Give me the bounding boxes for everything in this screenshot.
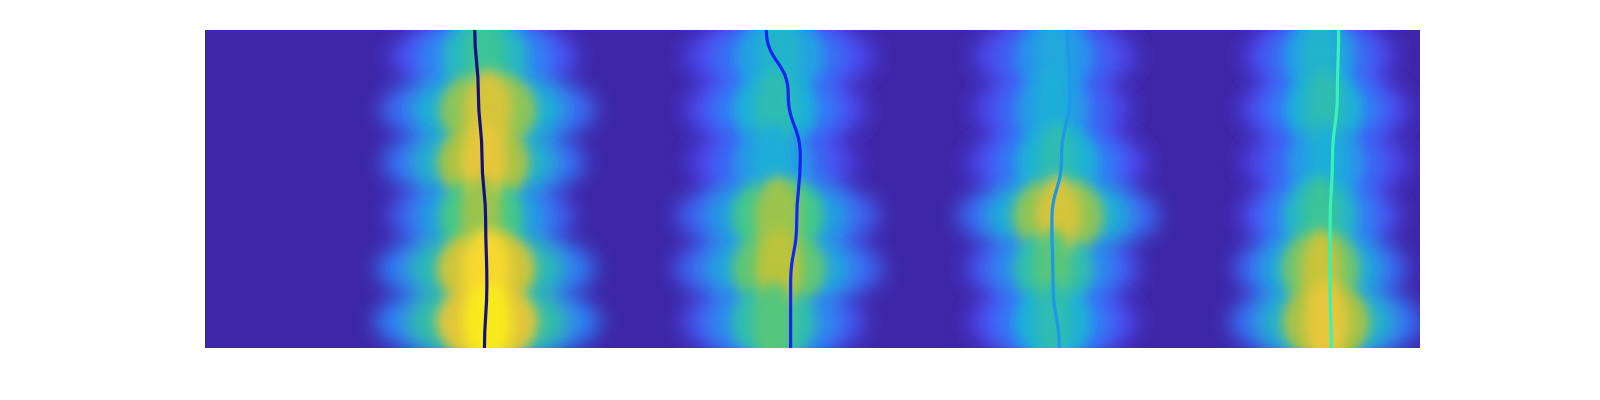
trace-lines (473, 30, 1341, 348)
intensity-band (1229, 30, 1420, 348)
intensity-band (957, 30, 1160, 348)
intensity-bands (374, 30, 1420, 348)
intensity-band (673, 30, 884, 348)
trace-line (764, 30, 802, 348)
band-segment (753, 281, 794, 348)
plot-area (205, 30, 1420, 348)
band-segment (1034, 281, 1072, 348)
intensity-band (374, 30, 601, 348)
trace-line (1328, 30, 1341, 348)
trace-line (473, 30, 489, 348)
trace-line (1050, 30, 1072, 348)
band-segment (1304, 281, 1348, 348)
